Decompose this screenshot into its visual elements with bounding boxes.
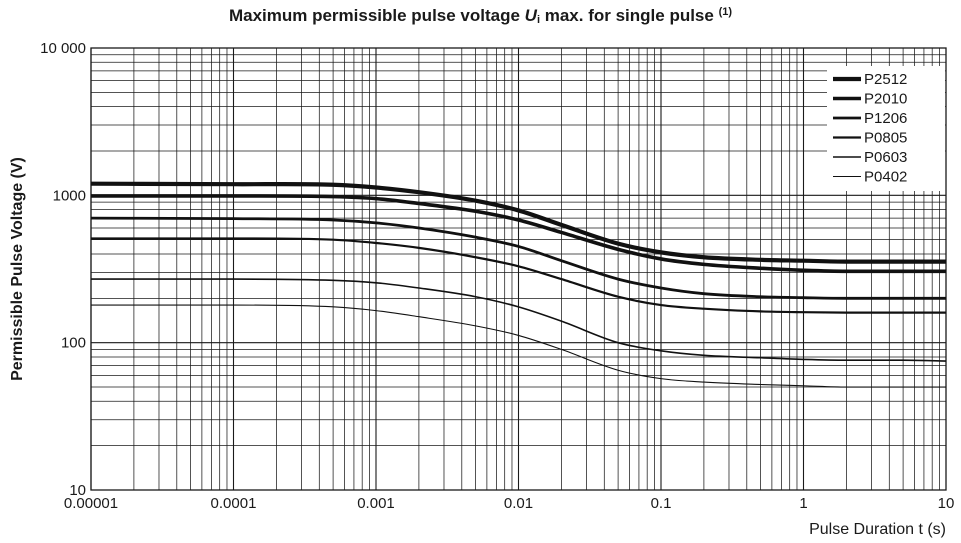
x-tick-label: 0.00001 xyxy=(64,495,118,512)
legend-label: P1206 xyxy=(864,110,907,127)
legend-label: P0805 xyxy=(864,130,907,147)
y-axis-label: Permissible Pulse Voltage (V) xyxy=(9,157,26,381)
title-suffix: max. for single pulse xyxy=(540,6,719,25)
x-tick-label: 1 xyxy=(799,495,807,512)
x-tick-label: 0.0001 xyxy=(211,495,257,512)
x-tick-label: 0.001 xyxy=(357,495,395,512)
series-line-p0603 xyxy=(91,278,947,362)
legend-label: P2512 xyxy=(864,71,907,88)
y-tick-label: 10 xyxy=(69,482,86,499)
x-axis-label: Pulse Duration t (s) xyxy=(809,521,946,538)
series-line-p0805 xyxy=(90,237,946,314)
chart-title: Maximum permissible pulse voltage Ui max… xyxy=(0,6,961,26)
x-tick-label: 10 xyxy=(938,495,955,512)
legend-label: P0603 xyxy=(864,149,907,166)
plot-frame xyxy=(90,47,947,491)
x-tick-labels: 0.00001 0.0001 0.001 0.01 0.1 1 10 xyxy=(64,495,954,512)
series-line-p0402 xyxy=(90,304,946,388)
title-prefix: Maximum permissible pulse voltage xyxy=(228,6,525,25)
x-tick-label: 0.1 xyxy=(651,495,672,512)
y-tick-label: 100 xyxy=(61,335,86,352)
title-symbol: U xyxy=(524,6,537,25)
series-line-p2512 xyxy=(90,181,946,264)
series-line-p1206 xyxy=(90,216,947,300)
legend-label: P0402 xyxy=(864,169,907,186)
y-tick-label: 1000 xyxy=(53,187,86,204)
legend-box xyxy=(827,66,945,191)
y-tick-labels: 10 100 1000 10 000 xyxy=(40,40,86,499)
legend: P2512 P2010 P1206 P0805 P0603 P0402 xyxy=(827,66,945,191)
y-tick-label: 10 000 xyxy=(40,40,86,57)
title-footnote: (1) xyxy=(718,6,733,18)
series-lines xyxy=(90,181,947,388)
title-subscript: i xyxy=(536,14,541,26)
series-line-p2010 xyxy=(91,194,946,274)
x-tick-label: 0.01 xyxy=(504,495,533,512)
legend-label: P2010 xyxy=(864,91,907,108)
